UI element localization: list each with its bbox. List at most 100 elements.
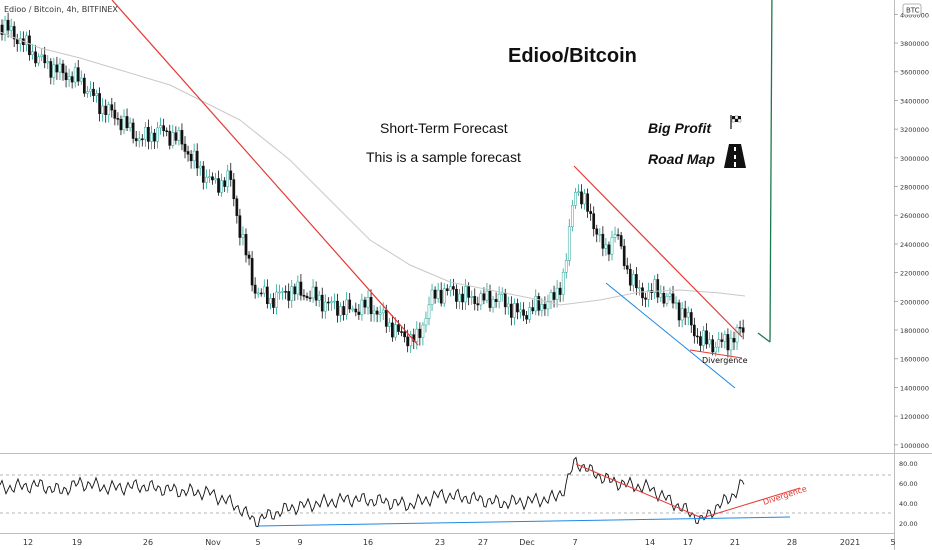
candle-body (482, 293, 486, 301)
candle-body (662, 292, 666, 304)
candle-body (732, 338, 736, 343)
candle-body (625, 265, 629, 270)
candle-body (67, 76, 71, 80)
candle-body (131, 122, 135, 139)
candle-body (76, 67, 80, 82)
candle-body (64, 72, 68, 80)
candle-body (339, 306, 342, 316)
candle-body (543, 304, 547, 310)
candle-body (674, 302, 678, 305)
candle-body (262, 286, 266, 294)
candle-body (580, 191, 583, 205)
candle-body (656, 279, 660, 298)
candle-body (232, 179, 236, 199)
candle-body (714, 346, 718, 353)
time-tick-label: 5 (255, 538, 260, 547)
candle-body (467, 286, 470, 298)
candle-body (369, 297, 373, 315)
candle-body (144, 126, 147, 140)
time-tick-label: 7 (572, 538, 577, 547)
candle-body (738, 327, 742, 329)
candle-body (616, 234, 620, 236)
candle-body (705, 330, 708, 345)
candle-body (394, 324, 397, 338)
currency-badge[interactable] (902, 3, 922, 16)
candle-body (122, 116, 126, 131)
candle-body (9, 26, 13, 31)
candle-body (208, 176, 211, 179)
candle-body (403, 331, 406, 338)
candle-body (296, 281, 300, 295)
candle-body (686, 312, 690, 318)
candle-body (308, 297, 312, 299)
candle-body (305, 295, 309, 298)
candle-body (125, 116, 129, 129)
time-tick-label: 27 (478, 538, 488, 547)
candle-body (571, 205, 574, 228)
candle-body (195, 150, 199, 169)
candle-body (555, 287, 559, 300)
price-tick-label: 1600000 (900, 356, 929, 364)
candle-body (235, 198, 239, 216)
candle-body (711, 339, 714, 353)
candle-body (604, 244, 608, 249)
candle-body (311, 286, 315, 299)
candle-body (250, 258, 254, 286)
candle-body (12, 26, 16, 40)
candle-body (598, 233, 602, 236)
candle-body (147, 126, 150, 142)
candle-body (259, 292, 263, 295)
candle-body (592, 213, 596, 230)
candle-body (73, 67, 77, 83)
rsi-line (0, 456, 745, 528)
rsi-tick-label: 80.00 (899, 460, 918, 468)
candle-body (293, 286, 297, 295)
road-map-label: Road Map (648, 151, 715, 167)
candle-body (455, 288, 458, 302)
candle-body (287, 291, 291, 301)
candle-body (165, 130, 169, 132)
candle-body (104, 105, 108, 115)
price-tick-label: 3200000 (900, 126, 929, 134)
candle-body (400, 331, 403, 333)
candle-body (238, 215, 242, 238)
road-icon (724, 144, 746, 168)
candle-body (717, 339, 721, 348)
candle-body (409, 334, 413, 347)
candle-body (683, 308, 687, 318)
candle-body (384, 309, 388, 327)
candle-body (70, 76, 74, 83)
price-tick-label: 1400000 (900, 384, 929, 392)
candle-body (34, 51, 37, 64)
candle-body (381, 309, 385, 314)
candle-body (28, 35, 31, 56)
candle-body (665, 296, 669, 304)
candle-body (317, 294, 321, 301)
candle-body (46, 61, 50, 64)
candle-body (445, 288, 449, 291)
candle-body (522, 309, 525, 316)
candle-body (128, 122, 132, 129)
time-tick-label: 19 (72, 538, 82, 547)
candle-body (500, 292, 504, 295)
candle-body (302, 295, 306, 297)
rsi-tick-label: 20.00 (899, 520, 918, 528)
candle-body (689, 312, 693, 326)
trendline-blue (605, 282, 736, 389)
candle-body (549, 292, 553, 302)
candle-body (174, 132, 178, 141)
candle-body (205, 176, 208, 183)
time-tick-label: 17 (683, 538, 693, 547)
candle-body (464, 286, 467, 303)
candle-body (632, 274, 635, 286)
candle-body (226, 170, 230, 187)
forecast-path (757, 0, 773, 343)
time-tick-label: Dec (519, 538, 534, 547)
time-tick-label: 12 (23, 538, 33, 547)
candle-body (613, 234, 617, 238)
candle-body (503, 292, 507, 308)
candle-body (116, 118, 120, 120)
candle-body (397, 324, 400, 332)
